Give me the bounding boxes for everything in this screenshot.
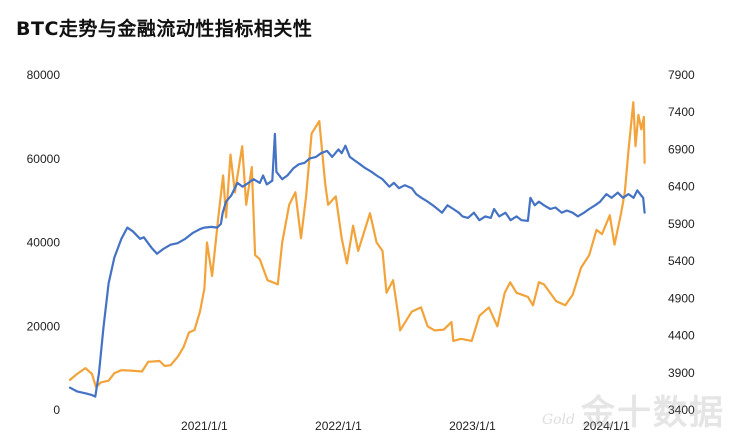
x-axis-tick-label: 2021/1/1 xyxy=(181,419,228,433)
watermark-sub: Gold xyxy=(541,412,575,428)
right-axis-tick-label: 3900 xyxy=(668,366,695,380)
right-axis-tick-label: 5400 xyxy=(668,254,695,268)
right-axis-tick-label: 6900 xyxy=(668,142,695,156)
left-axis-tick-label: 0 xyxy=(53,403,60,417)
right-axis-ticks: 3400 3900 4400 4900 5400 5900 6400 6900 7400 7900 xyxy=(668,68,695,417)
left-axis-tick-label: 20000 xyxy=(27,319,61,333)
right-axis-tick-label: 5900 xyxy=(668,217,695,231)
x-axis-tick-label: 2022/1/1 xyxy=(315,419,362,433)
x-axis-ticks: 2021/1/1 2022/1/1 2023/1/1 2024/1/1 xyxy=(181,419,630,433)
series-line-left-axis xyxy=(68,101,646,389)
right-axis-tick-label: 4400 xyxy=(668,329,695,343)
right-axis-tick-label: 4900 xyxy=(668,291,695,305)
x-axis-tick-label: 2023/1/1 xyxy=(449,419,496,433)
series-layer xyxy=(68,101,646,398)
chart-title: BTC走势与金融流动性指标相关性 xyxy=(16,18,313,40)
right-axis-tick-label: 6400 xyxy=(668,180,695,194)
series-line-right-axis xyxy=(68,132,646,398)
right-axis-tick-label: 7400 xyxy=(668,105,695,119)
x-axis-tick-label: 2024/1/1 xyxy=(583,419,630,433)
left-axis-tick-label: 40000 xyxy=(27,236,61,250)
right-axis-tick-label: 3400 xyxy=(668,403,695,417)
watermark: 金十数据 xyxy=(581,393,725,433)
left-axis-tick-label: 80000 xyxy=(27,68,61,82)
left-axis-ticks: 0 20000 40000 60000 80000 xyxy=(27,68,61,417)
left-axis-tick-label: 60000 xyxy=(27,152,61,166)
right-axis-tick-label: 7900 xyxy=(668,68,695,82)
